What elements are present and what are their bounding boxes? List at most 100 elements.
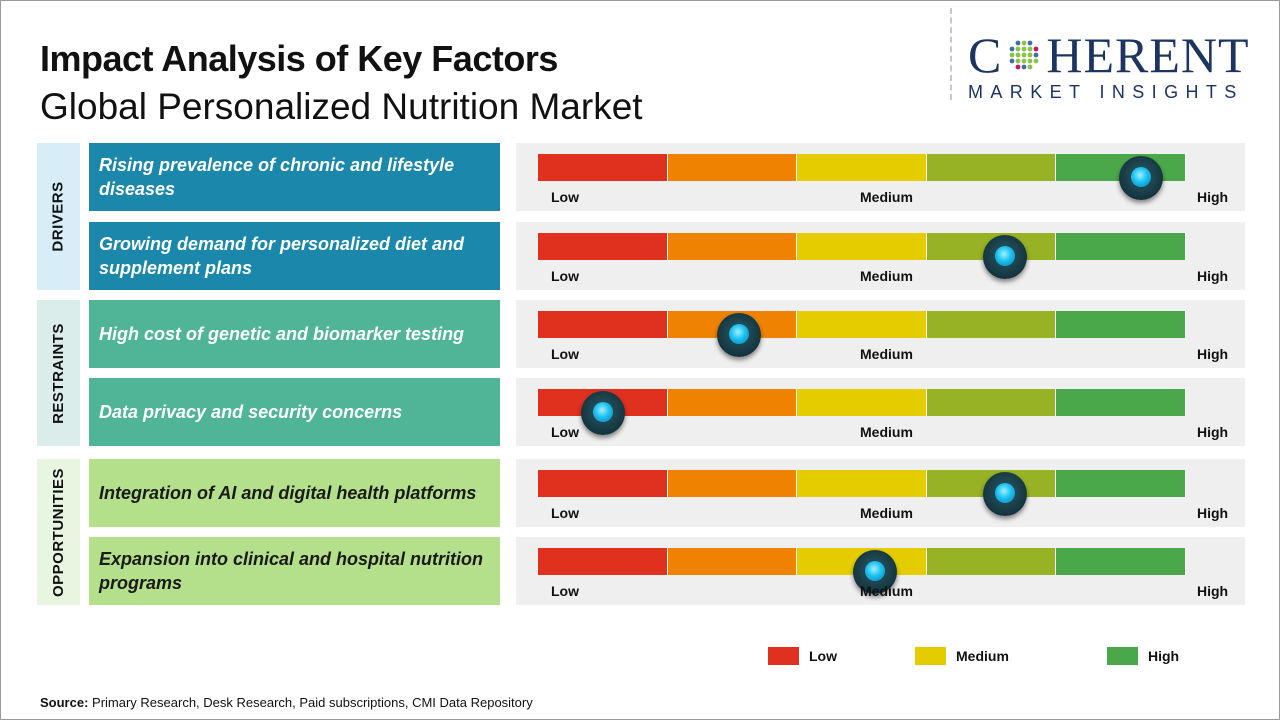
gauge-segment [1056, 311, 1186, 338]
gauge-segment [1056, 548, 1186, 575]
legend-swatch [768, 647, 799, 665]
globe-dot [1009, 46, 1015, 52]
category-restraints: RESTRAINTS [37, 300, 80, 446]
impact-gauge: Low Medium High [516, 143, 1245, 211]
globe-icon [1009, 40, 1039, 70]
legend-item: Low [768, 647, 837, 665]
impact-gauge: Low Medium High [516, 537, 1245, 605]
factor-label: Integration of AI and digital health pla… [89, 459, 500, 527]
factor-label: High cost of genetic and biomarker testi… [89, 300, 500, 368]
gauge-bar [538, 548, 1186, 594]
gauge-segment [667, 154, 798, 181]
gauge-segment [926, 311, 1057, 338]
logo-text-left: C [968, 27, 1003, 83]
globe-dot [1027, 46, 1033, 52]
scale-label-medium: Medium [860, 268, 913, 284]
gauge-segment [538, 154, 668, 181]
factor-label: Rising prevalence of chronic and lifesty… [89, 143, 500, 211]
coherent-logo: C HERENT MARKET INSIGHTS [968, 30, 1263, 103]
legend-label: High [1148, 648, 1180, 664]
scale-label-high: High [1197, 268, 1229, 284]
scale-label-medium: Medium [860, 505, 913, 521]
impact-marker [1118, 156, 1163, 200]
globe-dot [1027, 52, 1033, 58]
gauge-segment [797, 470, 927, 497]
gauge-segment [926, 548, 1057, 575]
gauge-segment [667, 548, 798, 575]
category-label: DRIVERS [50, 181, 67, 252]
gauge-segment [667, 389, 798, 416]
impact-marker [852, 550, 897, 594]
factor-label: Data privacy and security concerns [89, 378, 500, 446]
globe-dot [1033, 46, 1039, 52]
globe-dot [1027, 58, 1033, 64]
globe-dot [1015, 64, 1021, 70]
gauge-segment [797, 233, 927, 260]
globe-dot [1027, 40, 1033, 46]
divider [950, 8, 952, 100]
scale-label-high: High [1197, 189, 1229, 205]
globe-dot [1021, 46, 1027, 52]
gauge-segment [926, 389, 1057, 416]
source-label: Source: [40, 695, 89, 710]
gauge-bar [538, 311, 1186, 357]
gauge-bar [538, 389, 1186, 435]
impact-gauge: Low Medium High [516, 378, 1245, 446]
globe-dot [1033, 52, 1039, 58]
gauge-segment [797, 154, 927, 181]
logo-text-right: HERENT [1046, 27, 1250, 83]
scale-label-low: Low [551, 189, 579, 205]
globe-dot [1033, 58, 1039, 64]
category-label: OPPORTUNITIES [50, 467, 68, 597]
source-note: Source: Primary Research, Desk Research,… [40, 695, 533, 710]
globe-dot [1021, 40, 1027, 46]
globe-dot [1015, 40, 1021, 46]
legend-label: Low [809, 648, 837, 664]
scale-label-medium: Medium [860, 346, 913, 362]
gauge-segment [667, 233, 798, 260]
globe-dot [1021, 58, 1027, 64]
impact-marker [580, 391, 625, 435]
gauge-segment [538, 233, 668, 260]
gauge-bar [538, 233, 1186, 279]
scale-label-low: Low [551, 346, 579, 362]
scale-label-low: Low [551, 505, 579, 521]
impact-gauge: Low Medium High [516, 459, 1245, 527]
scale-label-medium: Medium [860, 424, 913, 440]
gauge-segment [1056, 389, 1186, 416]
impact-gauge: Low Medium High [516, 300, 1245, 368]
scale-label-medium: Medium [860, 583, 913, 599]
impact-gauge: Low Medium High [516, 222, 1245, 290]
gauge-segment [538, 311, 668, 338]
legend-item: High [1107, 647, 1179, 665]
source-text: Primary Research, Desk Research, Paid su… [88, 695, 533, 710]
scale-label-high: High [1197, 424, 1229, 440]
gauge-segment [1056, 233, 1186, 260]
factor-label: Growing demand for personalized diet and… [89, 222, 500, 290]
gauge-segment [667, 470, 798, 497]
gauge-segment [797, 311, 927, 338]
gauge-bar [538, 470, 1186, 516]
category-label: RESTRAINTS [50, 322, 67, 424]
globe-dot [1015, 58, 1021, 64]
globe-dot [1021, 52, 1027, 58]
impact-marker [982, 235, 1027, 279]
gauge-segment [538, 548, 668, 575]
logo-subtext: MARKET INSIGHTS [968, 82, 1244, 102]
impact-marker [982, 472, 1027, 516]
globe-dot [1021, 64, 1027, 70]
globe-dot [1009, 58, 1015, 64]
gauge-segment [538, 470, 668, 497]
legend-swatch [1107, 647, 1138, 665]
scale-label-high: High [1197, 505, 1229, 521]
scale-label-low: Low [551, 268, 579, 284]
globe-dot [1015, 52, 1021, 58]
impact-marker [716, 313, 761, 357]
factor-label: Expansion into clinical and hospital nut… [89, 537, 500, 605]
scale-label-low: Low [551, 583, 579, 599]
scale-label-high: High [1197, 583, 1229, 599]
scale-label-high: High [1197, 346, 1229, 362]
legend-item: Medium [915, 647, 1009, 665]
globe-dot [1009, 52, 1015, 58]
gauge-segment [926, 154, 1057, 181]
